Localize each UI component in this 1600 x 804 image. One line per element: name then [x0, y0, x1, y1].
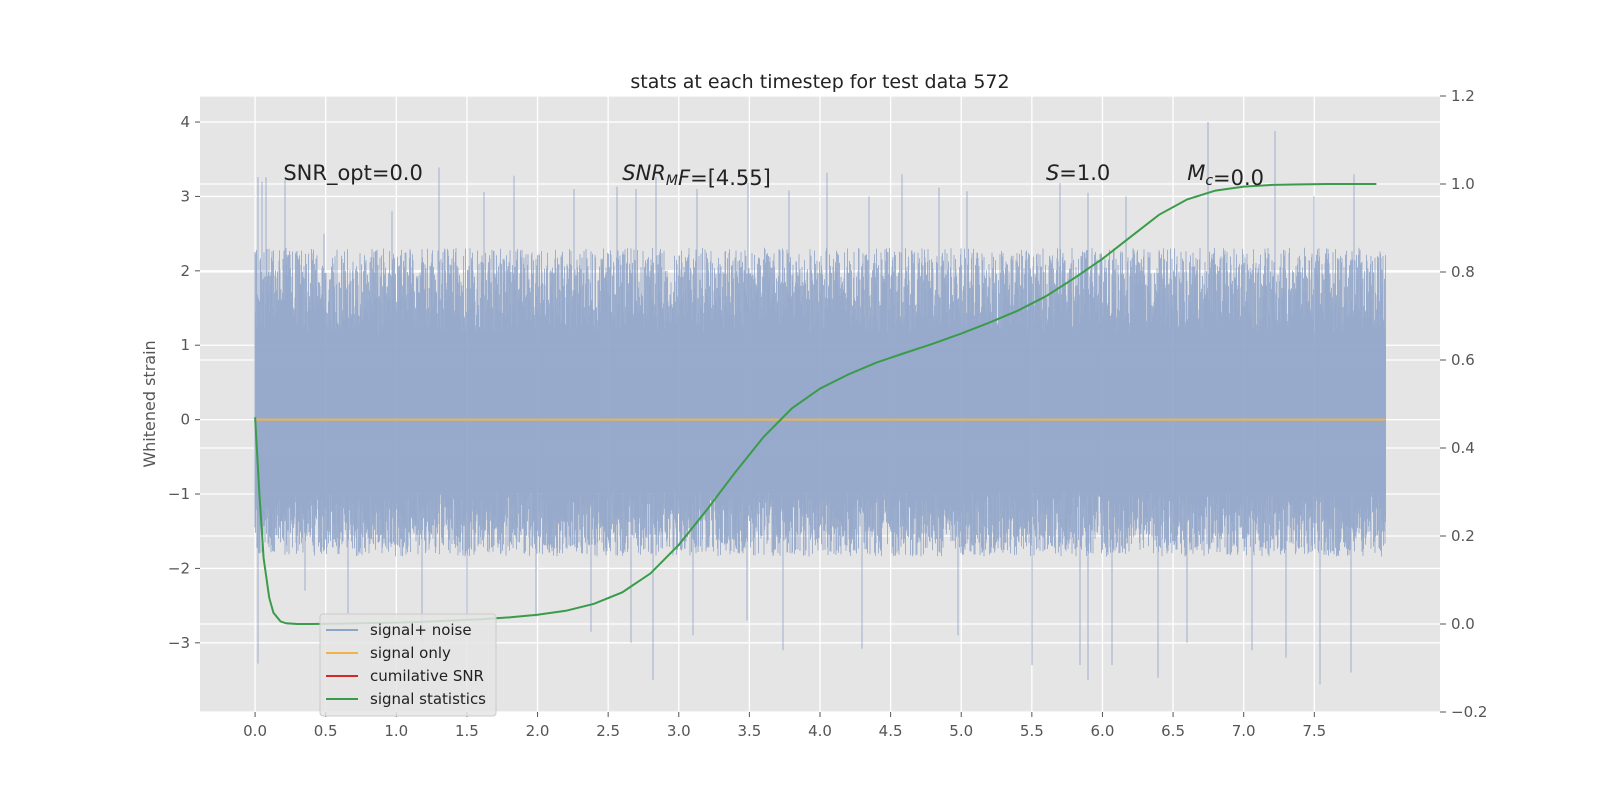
- legend: signal+ noise signal only cumilative SNR si…: [319, 613, 497, 717]
- x-tick-label: 5.0: [949, 722, 973, 740]
- annotation-text-part: c: [1205, 173, 1213, 189]
- legend-label: signal+ noise: [370, 621, 472, 639]
- y2-tick-label: 1.2: [1451, 87, 1475, 105]
- y2-tick-label: −0.2: [1451, 703, 1487, 721]
- y2-tick-label: 0.6: [1451, 351, 1475, 369]
- legend-box: [319, 613, 497, 717]
- signal-statistics-line: [254, 183, 1377, 625]
- y2-tick-label: 0.4: [1451, 439, 1475, 457]
- annotation-text-part: M: [666, 173, 678, 189]
- y-tick-label: 2: [180, 262, 190, 280]
- legend-label: cumilative SNR: [370, 667, 484, 685]
- axis-layer: 0.0 0.5 1.0 1.5 2.0 2.5 3.0 3.5 4.0 4.5 5.0 5.5 6.0 6…: [168, 87, 1488, 740]
- x-tick-label: 1.0: [384, 722, 408, 740]
- annotation-text: Mc=0.0: [1187, 161, 1264, 190]
- chart-title: stats at each timestep for test data 572: [630, 71, 1009, 93]
- annotation-text-part: F: [678, 166, 691, 190]
- y-tick-label: 0: [180, 411, 190, 429]
- annotation-text-part: =[4.55]: [690, 166, 771, 190]
- annotation-text-part: =1.0: [1059, 161, 1110, 185]
- x-tick-label: 6.0: [1091, 722, 1115, 740]
- annotation-text: SNRMF=[4.55]: [622, 161, 771, 190]
- y-tick-label: −2: [168, 559, 190, 577]
- legend-label: signal statistics: [370, 690, 486, 708]
- x-tick-label: 7.5: [1302, 722, 1326, 740]
- y2-tick-label: 0.2: [1451, 527, 1475, 545]
- y-tick-label: −3: [168, 634, 190, 652]
- x-tick-label: 6.5: [1161, 722, 1185, 740]
- y-tick-label: 3: [180, 187, 190, 205]
- y-axis-label: Whitened strain: [140, 340, 159, 467]
- x-tick-label: 0.0: [243, 722, 267, 740]
- annotation-text-part: M: [1187, 161, 1205, 185]
- x-tick-label: 5.5: [1020, 722, 1044, 740]
- y2-tick-label: 0.0: [1451, 615, 1475, 633]
- x-tick-label: 2.5: [596, 722, 620, 740]
- x-tick-label: 0.5: [314, 722, 338, 740]
- x-tick-label: 2.0: [526, 722, 550, 740]
- x-tick-label: 1.5: [455, 722, 479, 740]
- line-series-layer: [254, 183, 1385, 625]
- signal-noise-series: [254, 122, 1386, 685]
- annotation-layer: SNR_opt=0.0 SNRMF=[4.55] S=1.0 Mc=0.0: [283, 161, 1264, 190]
- x-tick-label: 7.0: [1232, 722, 1256, 740]
- annotation-text: SNR_opt=0.0: [283, 161, 423, 186]
- annotation-text-part: S: [1046, 161, 1059, 185]
- legend-label: signal only: [370, 644, 451, 662]
- y2-tick-label: 0.8: [1451, 263, 1475, 281]
- annotation-text-part: SNR: [622, 161, 666, 185]
- annotation-text-part: =0.0: [1213, 166, 1264, 190]
- y-tick-label: 4: [180, 113, 190, 131]
- signal-noise-trace: [254, 122, 1386, 685]
- x-tick-label: 4.0: [808, 722, 832, 740]
- annotation-text-part: SNR_opt=0.0: [283, 161, 423, 186]
- y-tick-label: 1: [180, 336, 190, 354]
- y-tick-label: −1: [168, 485, 190, 503]
- x-tick-label: 3.0: [667, 722, 691, 740]
- annotation-text: S=1.0: [1046, 161, 1110, 185]
- y2-tick-label: 1.0: [1451, 175, 1475, 193]
- x-tick-label: 4.5: [879, 722, 903, 740]
- x-tick-label: 3.5: [737, 722, 761, 740]
